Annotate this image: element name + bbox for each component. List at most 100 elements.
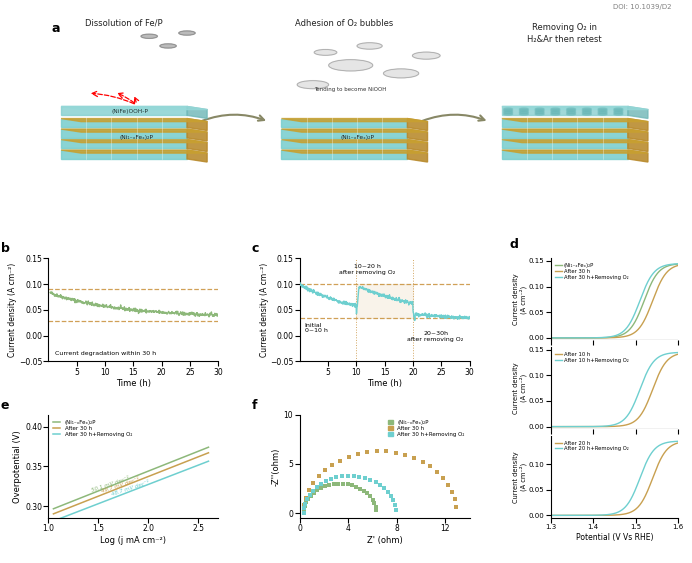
Point	[390, 448, 401, 457]
Circle shape	[614, 111, 623, 114]
Circle shape	[551, 110, 560, 112]
Polygon shape	[502, 106, 648, 110]
Polygon shape	[61, 140, 207, 142]
Text: b: b	[1, 242, 10, 255]
Polygon shape	[187, 140, 207, 151]
Point	[361, 448, 372, 457]
Point	[320, 477, 331, 486]
Point	[351, 482, 362, 491]
Point	[355, 484, 366, 493]
Polygon shape	[628, 150, 648, 162]
Circle shape	[297, 81, 329, 89]
X-axis label: Z' (ohm): Z' (ohm)	[367, 536, 403, 545]
Point	[305, 491, 316, 500]
Circle shape	[520, 110, 528, 112]
Circle shape	[329, 60, 373, 71]
Text: 10~20 h
after removing O₂: 10~20 h after removing O₂	[340, 265, 396, 275]
Point	[329, 480, 340, 489]
Legend: (Ni₁₋ₓFeₓ)₂P, After 30 h, After 30 h+Removing O₂: (Ni₁₋ₓFeₓ)₂P, After 30 h, After 30 h+Rem…	[386, 418, 467, 439]
Polygon shape	[282, 140, 408, 149]
Point	[371, 447, 382, 456]
Circle shape	[179, 31, 195, 35]
Point	[347, 481, 358, 490]
Point	[358, 486, 370, 495]
X-axis label: Time (h): Time (h)	[367, 379, 402, 388]
Point	[320, 466, 331, 475]
Polygon shape	[502, 119, 628, 127]
Point	[449, 495, 460, 504]
Polygon shape	[502, 119, 648, 122]
Bar	[356, 284, 413, 318]
Circle shape	[598, 113, 607, 115]
Circle shape	[504, 113, 513, 115]
Point	[311, 483, 322, 492]
Y-axis label: Current density (A cm⁻²): Current density (A cm⁻²)	[260, 263, 268, 357]
Circle shape	[614, 110, 623, 112]
Polygon shape	[628, 119, 648, 131]
Point	[324, 480, 335, 489]
Circle shape	[504, 111, 513, 114]
Circle shape	[567, 113, 576, 115]
Polygon shape	[61, 150, 207, 153]
Point	[327, 461, 338, 470]
Text: Dissolution of Fe/P: Dissolution of Fe/P	[85, 19, 163, 28]
Point	[370, 477, 381, 486]
Point	[409, 453, 420, 462]
Polygon shape	[61, 106, 207, 110]
Circle shape	[598, 108, 607, 110]
X-axis label: Log (j mA cm⁻²): Log (j mA cm⁻²)	[100, 536, 167, 545]
X-axis label: Potential (V Vs RHE): Potential (V Vs RHE)	[576, 533, 653, 542]
Circle shape	[314, 50, 337, 55]
Y-axis label: Current density (A cm⁻²): Current density (A cm⁻²)	[8, 263, 17, 357]
Circle shape	[583, 111, 591, 114]
Circle shape	[583, 108, 591, 110]
Text: Current degradation within 30 h: Current degradation within 30 h	[55, 351, 156, 356]
Polygon shape	[282, 119, 428, 122]
Point	[334, 456, 345, 465]
Polygon shape	[408, 150, 428, 162]
Polygon shape	[282, 129, 408, 138]
Polygon shape	[502, 106, 628, 115]
Text: (NiFe)OOH-P: (NiFe)OOH-P	[112, 109, 149, 114]
Y-axis label: Current density
(A cm⁻²): Current density (A cm⁻²)	[513, 363, 527, 414]
Circle shape	[141, 34, 157, 38]
Polygon shape	[502, 150, 648, 153]
Circle shape	[412, 52, 440, 59]
Point	[367, 495, 378, 504]
Text: d: d	[510, 239, 519, 252]
Circle shape	[520, 113, 528, 115]
Legend: After 10 h, After 10 h+Removing O₂: After 10 h, After 10 h+Removing O₂	[554, 350, 630, 365]
Point	[308, 479, 319, 488]
Point	[303, 494, 314, 503]
Point	[300, 501, 311, 510]
Point	[316, 480, 327, 489]
Circle shape	[535, 110, 544, 112]
Polygon shape	[502, 129, 628, 138]
Point	[362, 489, 373, 498]
Point	[390, 505, 401, 514]
Circle shape	[567, 111, 576, 114]
Point	[301, 498, 312, 507]
Point	[325, 475, 336, 484]
Point	[309, 488, 320, 497]
Point	[451, 503, 462, 512]
Circle shape	[535, 108, 544, 110]
Circle shape	[504, 110, 513, 112]
Polygon shape	[408, 129, 428, 141]
Text: a: a	[52, 22, 60, 35]
Point	[371, 506, 382, 515]
Text: Tending to become NiOOH: Tending to become NiOOH	[315, 87, 387, 92]
Point	[302, 495, 313, 504]
Polygon shape	[408, 119, 428, 131]
Point	[304, 485, 315, 494]
Point	[333, 479, 344, 488]
Polygon shape	[187, 119, 207, 131]
Polygon shape	[628, 140, 648, 151]
Point	[299, 504, 310, 513]
Point	[331, 473, 342, 482]
Polygon shape	[282, 150, 428, 153]
Point	[343, 471, 354, 480]
Point	[354, 472, 365, 481]
Polygon shape	[61, 129, 207, 132]
Polygon shape	[502, 129, 648, 132]
